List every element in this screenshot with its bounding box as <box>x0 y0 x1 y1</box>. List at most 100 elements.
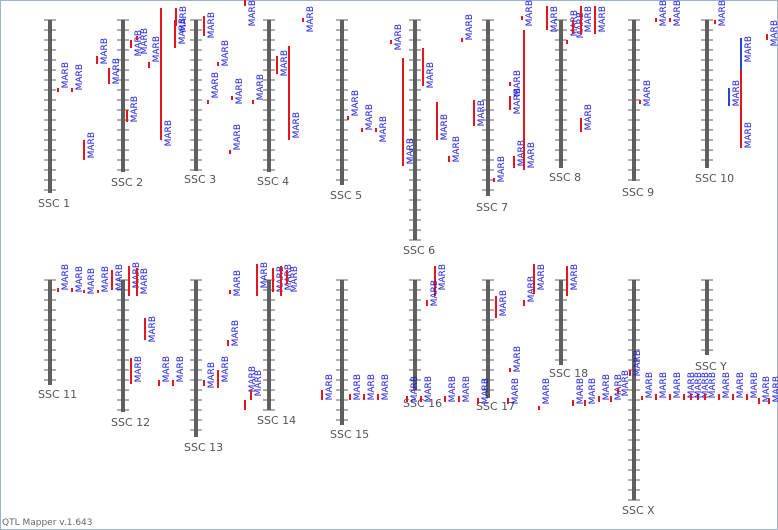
chromosome-20: SSC Y <box>695 279 727 373</box>
chromosome-label: SSC 15 <box>330 428 369 441</box>
chromosome-15: SSC 15 <box>330 279 369 441</box>
chromosome-label: SSC 12 <box>111 416 150 429</box>
chromosome-label: SSC 6 <box>403 244 435 257</box>
qtl-marker: MARB <box>580 6 594 34</box>
chromosome-17: SSC 17 <box>476 279 515 413</box>
chromosome-axis <box>48 280 52 385</box>
qtl-marker: MARB <box>96 38 110 64</box>
chromosome-label: SSC 8 <box>549 171 581 184</box>
chromosome-4: SSC 4 <box>257 19 289 188</box>
qtl-marker: MARB <box>509 82 523 114</box>
qtl-marker: MARB <box>610 374 624 402</box>
qtl-trait-label: MARB <box>570 264 580 290</box>
qtl-marker: MARB <box>444 376 458 402</box>
qtl-marker: MARB <box>697 372 711 400</box>
qtl-marker: MARB <box>493 156 507 182</box>
qtl-trait-label: MARB <box>537 264 547 290</box>
qtl-marker: MARB <box>461 14 475 42</box>
qtl-marker: MARB <box>217 40 231 66</box>
qtl-trait-label: MARB <box>744 122 754 148</box>
qtl-trait-label: MARB <box>513 346 523 372</box>
qtl-marker: MARB <box>477 378 491 404</box>
qtl-trait-label: MARB <box>365 104 375 130</box>
qtl-trait-label: MARB <box>602 374 612 400</box>
qtl-marker: MARB <box>207 72 221 104</box>
qtl-trait-label: MARB <box>687 372 697 398</box>
qtl-marker: MARB <box>347 90 361 120</box>
qtl-marker: MARB <box>148 36 162 68</box>
qtl-trait-label: MARB <box>351 90 361 116</box>
qtl-marker: MARB <box>136 28 150 54</box>
qtl-marker: MARB <box>639 80 653 106</box>
qtl-marker: MARB <box>448 136 462 162</box>
qtl-trait-label: MARB <box>513 70 523 96</box>
qtl-trait-label: MARB <box>633 350 643 376</box>
qtl-marker: MARB <box>406 376 420 402</box>
chromosome-18: SSC 18 <box>549 279 588 380</box>
qtl-trait-label: MARB <box>101 266 111 292</box>
version-footer: QTL Mapper v.1.643 <box>2 518 93 528</box>
qtl-marker: MARB <box>256 262 270 296</box>
qtl-marker: MARB <box>546 6 560 32</box>
qtl-marker: MARB <box>286 266 300 292</box>
chromosome-label: SSC 13 <box>184 441 223 454</box>
qtl-marker: MARB <box>422 48 436 88</box>
qtl-marker: MARB <box>507 378 521 404</box>
qtl-marker: MARB <box>229 124 243 154</box>
qtl-marker: MARB <box>130 30 144 56</box>
qtl-trait-label: MARB <box>643 80 653 106</box>
chromosome-6: SSC 6 <box>403 19 435 257</box>
chromosome-12: SSC 12 <box>111 279 150 429</box>
qtl-marker: MARB <box>538 378 552 410</box>
qtl-trait-label: MARB <box>477 100 487 126</box>
qtl-trait-label: MARB <box>381 374 391 400</box>
chromosome-label: SSC 10 <box>695 172 734 185</box>
qtl-marker: MARB <box>473 100 487 126</box>
qtl-marker: MARB <box>144 316 158 342</box>
qtl-marker: MARB <box>426 280 440 306</box>
qtl-marker: MARB <box>402 58 416 166</box>
qtl-trait-label: MARB <box>140 28 150 54</box>
qtl-trait-label: MARB <box>162 356 172 382</box>
qtl-trait-label: MARB <box>280 50 290 76</box>
qtl-marker: MARB <box>111 264 125 290</box>
chromosome-axis <box>486 280 490 398</box>
qtl-marker: MARB <box>655 372 669 400</box>
chromosome-axis <box>267 280 271 410</box>
qtl-trait-label: MARB <box>694 372 704 398</box>
chromosome-axis <box>48 20 52 193</box>
qtl-trait-label: MARB <box>248 366 258 392</box>
qtl-trait-label: MARB <box>736 372 746 398</box>
qtl-trait-label: MARB <box>164 120 174 146</box>
qtl-trait-label: MARB <box>584 104 594 130</box>
qtl-trait-label: MARB <box>722 372 732 398</box>
qtl-marker: MARB <box>533 264 547 294</box>
qtl-marker: MARB <box>758 376 772 404</box>
qtl-trait-label: MARB <box>440 114 450 140</box>
qtl-trait-label: MARB <box>112 58 122 84</box>
qtl-trait-label: MARB <box>148 316 158 342</box>
qtl-trait-label: MARB <box>75 266 85 292</box>
qtl-trait-label: MARB <box>598 6 608 32</box>
qtl-trait-label: MARB <box>481 378 491 404</box>
qtl-trait-label: MARB <box>448 376 458 402</box>
qtl-trait-label: MARB <box>140 268 150 294</box>
chromosome-9: SSC 9 <box>622 19 654 199</box>
qtl-marker: MARB <box>377 374 391 400</box>
chromosome-label: SSC 7 <box>476 201 508 214</box>
chromosome-axis <box>413 280 417 390</box>
qtl-trait-label: MARB <box>732 80 742 106</box>
chromosome-axis <box>121 20 125 172</box>
qtl-trait-label: MARB <box>708 372 718 398</box>
qtl-trait-label: MARB <box>367 374 377 400</box>
qtl-trait-label: MARB <box>115 264 125 290</box>
chromosome-axis <box>559 20 563 168</box>
qtl-marker: MARB <box>217 356 231 388</box>
qtl-trait-label: MARB <box>426 62 436 88</box>
qtl-trait-label: MARB <box>256 74 266 100</box>
qtl-trait-label: MARB <box>325 374 335 400</box>
qtl-marker: MARB <box>718 372 732 400</box>
qtl-marker: MARB <box>594 6 608 34</box>
qtl-marker: MARB <box>321 374 335 400</box>
